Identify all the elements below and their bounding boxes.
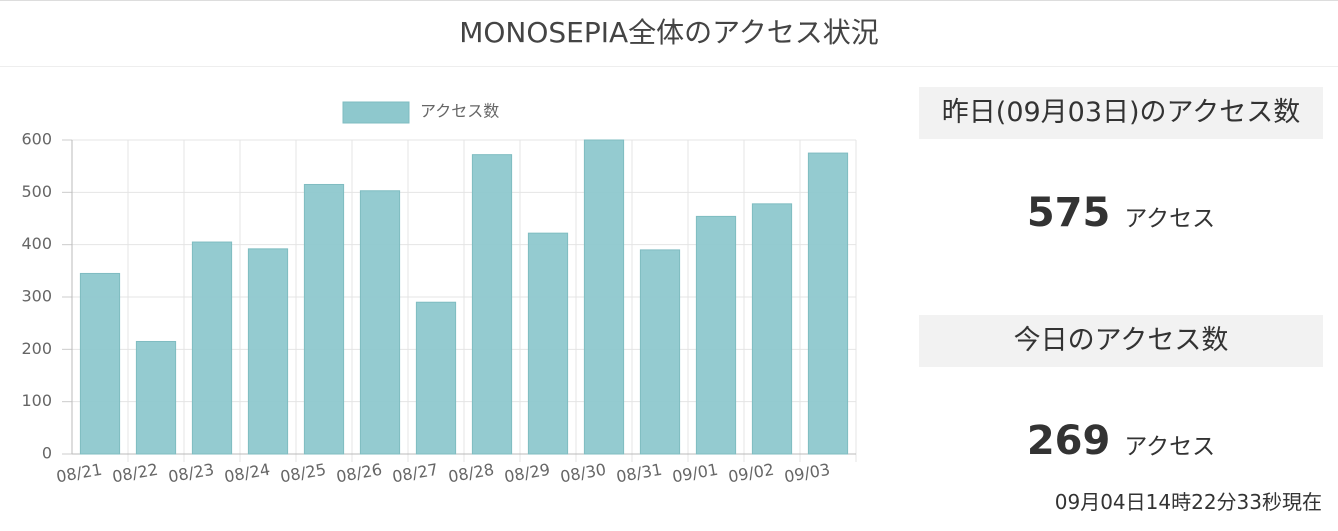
x-tick-label: 08/27 bbox=[391, 460, 440, 487]
y-tick-label: 300 bbox=[21, 287, 52, 306]
chart: 0 100 200 300 400 500 600 08/21 08/22 08/23 08/24 0… bbox=[21, 101, 857, 487]
bar bbox=[303, 183, 345, 455]
x-tick-label: 08/21 bbox=[55, 460, 104, 487]
stat: 575 アクセス bbox=[919, 190, 1323, 236]
bar bbox=[79, 272, 121, 455]
stat-value: 575 bbox=[1026, 190, 1111, 236]
x-tick-label: 08/30 bbox=[559, 460, 608, 487]
bar bbox=[527, 232, 569, 455]
legend-label: アクセス数 bbox=[420, 102, 499, 121]
bar bbox=[751, 203, 793, 455]
bar bbox=[415, 301, 457, 455]
y-tick-label: 600 bbox=[21, 130, 52, 149]
x-tick-label: 08/29 bbox=[503, 460, 552, 487]
bar bbox=[191, 241, 233, 455]
bar bbox=[583, 139, 625, 455]
bar bbox=[695, 215, 737, 455]
stat-label: 今日のアクセス数 bbox=[919, 315, 1323, 367]
bar bbox=[247, 248, 289, 455]
y-tick-label: 400 bbox=[21, 234, 52, 253]
x-tick-label: 08/22 bbox=[111, 460, 160, 487]
y-tick-label: 500 bbox=[21, 182, 52, 201]
x-tick-label: 09/02 bbox=[727, 460, 776, 487]
y-tick-label: 100 bbox=[21, 391, 52, 410]
timestamp: 09月04日14時22分33秒現在 bbox=[1054, 490, 1322, 514]
stat-unit: アクセス bbox=[1124, 206, 1216, 232]
stat: 269 アクセス bbox=[919, 418, 1323, 464]
x-tick-label: 09/03 bbox=[783, 460, 832, 487]
page-title: MONOSEPIA全体のアクセス状況 bbox=[0, 0, 1338, 67]
x-tick-label: 09/01 bbox=[671, 460, 720, 487]
x-tick-label: 08/23 bbox=[167, 460, 216, 487]
stat-value: 269 bbox=[1026, 418, 1111, 464]
y-tick-label: 0 bbox=[42, 444, 52, 463]
x-tick-label: 08/25 bbox=[279, 460, 328, 487]
bar bbox=[359, 190, 401, 455]
legend-swatch bbox=[342, 101, 410, 124]
x-tick-label: 08/24 bbox=[223, 460, 272, 487]
bar bbox=[471, 154, 513, 455]
x-tick-label: 08/28 bbox=[447, 460, 496, 487]
bar bbox=[135, 340, 177, 455]
bar bbox=[807, 152, 849, 455]
y-tick-label: 200 bbox=[21, 339, 52, 358]
stat-label: 昨日(09月03日)のアクセス数 bbox=[919, 87, 1323, 139]
stat-unit: アクセス bbox=[1124, 434, 1216, 460]
x-tick-label: 08/31 bbox=[615, 460, 664, 487]
bar bbox=[639, 249, 681, 455]
x-tick-label: 08/26 bbox=[335, 460, 384, 487]
